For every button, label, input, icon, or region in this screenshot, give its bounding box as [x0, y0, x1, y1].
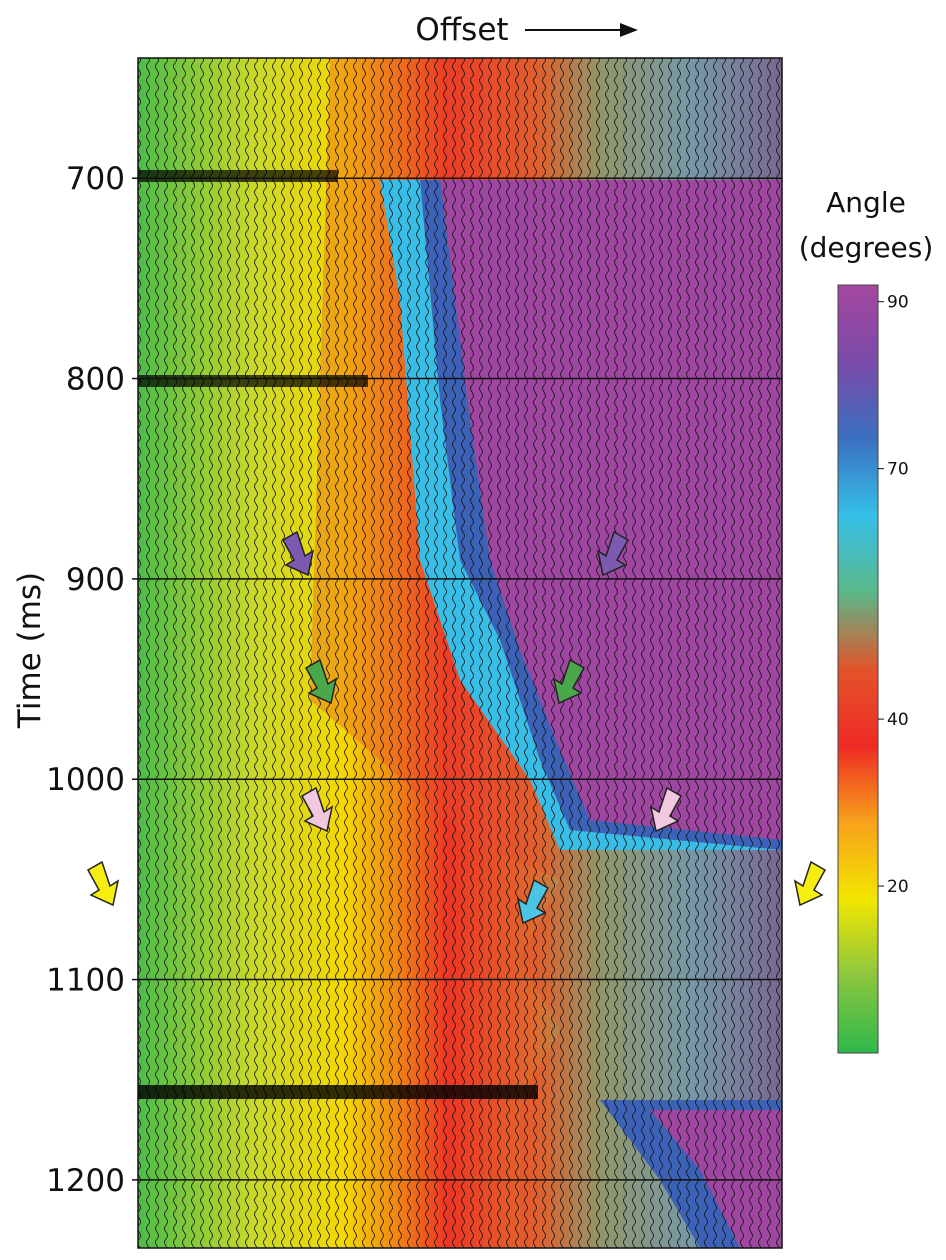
chart-title: Offset [415, 12, 508, 48]
y-tick-label: 1100 [46, 963, 125, 999]
y-axis-label: Time (ms) [12, 572, 48, 729]
y-tick-label: 1200 [46, 1163, 125, 1199]
arrows [86, 530, 827, 925]
y-tick-label: 700 [66, 161, 125, 197]
colorbar [837, 284, 879, 1054]
gather-image [137, 57, 783, 1249]
colorbar-tick-label: 70 [887, 460, 909, 480]
title-arrow [525, 23, 638, 37]
colorbar-title: Angle [826, 186, 906, 219]
y-tick-label: 800 [66, 362, 125, 398]
colorbar-tick-label: 40 [887, 710, 909, 730]
colorbar-tick-label: 90 [887, 293, 909, 313]
colorbar-title: (degrees) [799, 231, 934, 264]
y-tick-label: 900 [66, 562, 125, 598]
colorbar-tick-label: 20 [887, 877, 909, 897]
y-tick-label: 1000 [46, 762, 125, 798]
